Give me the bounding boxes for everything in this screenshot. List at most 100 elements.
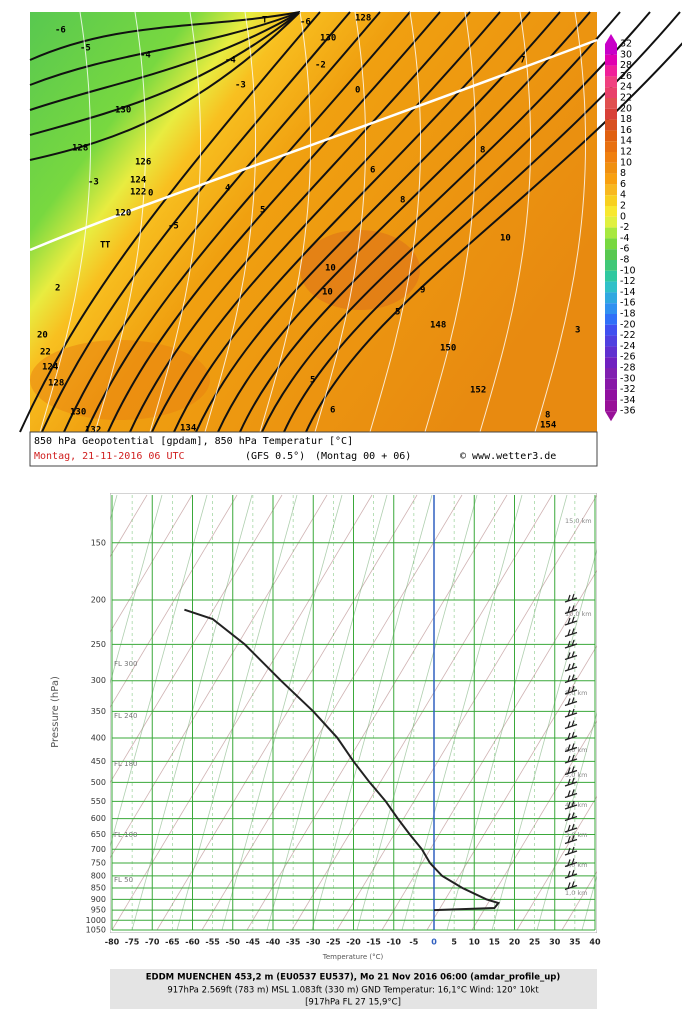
- warm-area: [30, 340, 210, 420]
- colorbar-swatch: [605, 108, 617, 120]
- wind-barb: [564, 720, 578, 730]
- y-tick-label: 400: [91, 733, 106, 742]
- temperature-contour: [314, 11, 367, 433]
- wind-barb: [564, 743, 578, 753]
- contour-label: 4: [225, 184, 231, 194]
- contour-label: 130: [115, 106, 131, 116]
- contour-label: 3: [575, 326, 580, 336]
- geopotential-contour: [29, 11, 301, 136]
- moist-adiabat: [266, 494, 388, 931]
- wind-barb: [564, 662, 578, 672]
- x-tick-label: -5: [409, 938, 418, 947]
- dry-adiabat: [291, 494, 553, 931]
- contour-label: T: [105, 241, 111, 251]
- wind-barb: [564, 754, 578, 764]
- sounding: 1502002503003504004505005506006507007508…: [0, 470, 682, 963]
- wind-barb: [564, 628, 578, 638]
- y-tick-label: 900: [91, 895, 106, 904]
- colorbar-label: -4: [620, 233, 629, 244]
- geopotential-contour: [19, 11, 321, 433]
- x-tick-label: -65: [165, 938, 180, 947]
- geopotential-contour: [305, 42, 682, 433]
- contour-label: T: [100, 241, 106, 251]
- contour-label: 5: [395, 308, 400, 318]
- moist-adiabat: [176, 494, 298, 931]
- height-label: 1,0 km: [565, 889, 588, 897]
- colorbar-label: -10: [620, 265, 636, 276]
- wind-barb: [564, 616, 578, 626]
- contour-label: T: [262, 16, 268, 26]
- geopotential-contour: [85, 11, 411, 433]
- colorbar-label: -14: [620, 287, 636, 298]
- colorbar-label: 2: [620, 201, 626, 212]
- map-run: (Montag 00 + 06): [315, 451, 411, 462]
- y-tick-label: 550: [91, 797, 106, 806]
- colorbar-label: 12: [620, 147, 632, 158]
- colorbar-swatch: [605, 141, 617, 152]
- dry-adiabat: [246, 494, 508, 931]
- x-tick-label: 40: [589, 938, 601, 947]
- geopotential-contour: [217, 11, 591, 433]
- map-credit: © www.wetter3.de: [460, 451, 556, 462]
- height-label: 6,0 km: [565, 746, 588, 754]
- colorbar-label: -6: [620, 244, 629, 255]
- contour-label: 8: [400, 196, 405, 206]
- geopotential-contour: [29, 11, 301, 111]
- colorbar-swatch: [605, 368, 617, 379]
- colorbar-label: 30: [620, 49, 632, 60]
- wind-barb: [564, 777, 578, 787]
- x-tick-label: 10: [469, 938, 481, 947]
- height-label: 5,0 km: [565, 771, 588, 779]
- wind-barb: [564, 835, 578, 845]
- contour-label: 0: [148, 189, 153, 199]
- flight-level: FL 180: [114, 760, 138, 768]
- colorbar-label: -16: [620, 298, 636, 309]
- colorbar-label: 20: [620, 103, 632, 114]
- colorbar-swatch: [605, 216, 617, 228]
- contour-label: 2: [55, 284, 60, 294]
- contour-label: 7: [520, 56, 525, 66]
- geopotential-contour: [29, 11, 301, 86]
- x-tick-label: 25: [529, 938, 541, 947]
- colorbar-label: -22: [620, 330, 636, 341]
- contour-label: 128: [72, 144, 88, 154]
- wind-barb: [564, 731, 578, 741]
- contour-label: -3: [88, 178, 99, 188]
- y-tick-label: 750: [91, 859, 106, 868]
- colorbar-label: 18: [620, 114, 632, 125]
- flight-level: FL 300: [114, 660, 138, 668]
- wind-barb: [564, 766, 578, 776]
- colorbar-swatch: [605, 303, 617, 314]
- x-tick-label: 35: [569, 938, 581, 947]
- colorbar-swatch: [605, 206, 617, 217]
- map-caption: 850 hPa Geopotential [gpdam], 850 hPa Te…: [34, 436, 353, 447]
- contour-label: 8: [480, 146, 485, 156]
- x-tick-label: -20: [346, 938, 361, 947]
- contour-label: -6: [300, 18, 311, 28]
- moist-adiabat: [446, 494, 568, 931]
- colorbar-swatch: [605, 173, 617, 185]
- x-tick-label: -50: [226, 938, 241, 947]
- colorbar-arrow: [605, 411, 617, 422]
- colorbar-swatch: [605, 270, 617, 282]
- caption-line: [917hPa FL 27 15,9°C]: [305, 998, 401, 1008]
- height-label: 8,0 km: [565, 689, 588, 697]
- geopotential-contour: [63, 11, 381, 433]
- height-label: 2,0 km: [565, 861, 588, 869]
- caption-box: [110, 969, 597, 1009]
- contour-label: 150: [440, 344, 456, 354]
- colorbar-swatch: [605, 400, 617, 412]
- contour-label: 134: [180, 424, 197, 434]
- colorbar-swatch: [605, 324, 617, 336]
- dry-adiabat: [201, 494, 463, 931]
- colorbar-label: 24: [620, 82, 632, 93]
- contour-label: 120: [115, 209, 131, 219]
- contour-label: 154: [540, 421, 557, 431]
- wind-barb: [564, 593, 578, 603]
- x-tick-label: 20: [509, 938, 521, 947]
- warm-area: [300, 230, 420, 310]
- geopotential-contour: [261, 11, 651, 433]
- wind-barb: [564, 869, 578, 879]
- contour-label: 152: [470, 386, 486, 396]
